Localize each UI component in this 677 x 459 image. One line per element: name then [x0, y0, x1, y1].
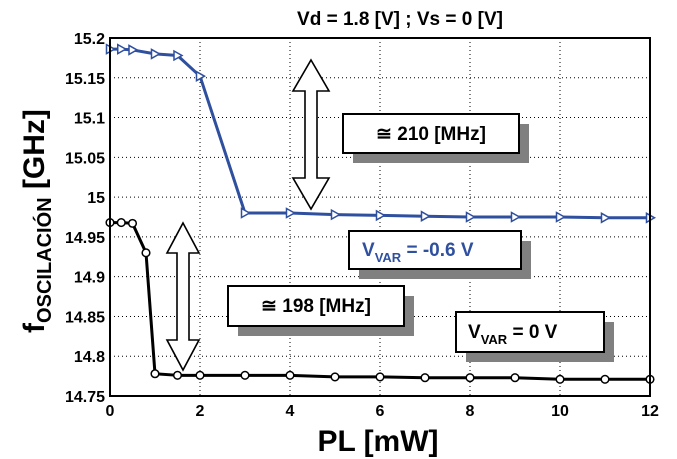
vvar-prefix: V: [468, 322, 481, 343]
annotation-vvar-0: VVAR = 0 V: [455, 311, 614, 362]
title-group: Vd = 1.8 [V] ; Vs = 0 [V]: [297, 9, 503, 30]
annotation-text: VVAR = 0 V: [468, 322, 558, 347]
y-axis-label-unit: [GHz]: [18, 109, 51, 197]
annotation-198mhz: ≅ 198 [MHz]: [227, 285, 414, 336]
vvar-prefix: V: [362, 240, 375, 261]
data-point: [116, 218, 126, 228]
y-tick-label: 14.9: [74, 270, 105, 287]
data-point: [172, 370, 183, 380]
y-tick-label: 15.15: [65, 71, 105, 88]
data-point: [240, 370, 250, 380]
y-tick-label: 15: [87, 190, 105, 207]
vvar-suffix: = -0.6 V: [401, 240, 474, 261]
data-point: [117, 43, 128, 55]
y-axis-label: fOSCILACIÓN [GHz]: [18, 109, 56, 333]
series-0: [105, 43, 657, 224]
x-tick-label: 10: [551, 403, 569, 420]
data-point: [420, 373, 430, 383]
x-axis-label: PL [mW]: [317, 425, 438, 458]
data-point: [141, 248, 151, 258]
x-tick-labels: 0 2 4 6 8 10 12: [106, 403, 659, 420]
annotation-text: ≅ 210 [MHz]: [376, 124, 486, 145]
vvar-sub: VAR: [375, 250, 402, 265]
vvar-sub: VAR: [481, 332, 508, 347]
y-tick-label: 14.95: [65, 230, 105, 247]
data-point: [555, 374, 565, 384]
x-tick-label: 2: [196, 403, 205, 420]
vvar-suffix: = 0 V: [507, 322, 557, 343]
series-line: [110, 47, 650, 220]
data-point: [285, 370, 295, 380]
data-point: [150, 369, 160, 379]
plot-frame: [109, 37, 651, 397]
double-arrow-blue-shift: [291, 58, 331, 211]
y-tick-label: 15.05: [65, 150, 105, 167]
x-tick-label: 6: [376, 403, 385, 420]
annotation-box: [455, 311, 605, 353]
data-point: [465, 373, 475, 383]
y-tick-labels: 15.2 15.15 15.1 15.05 15 14.95 14.9 14.85 14.8 14…: [65, 31, 105, 406]
y-tick-label: 15.1: [74, 111, 105, 128]
annotation-vvar-neg06: VVAR = -0.6 V: [348, 230, 531, 279]
annotation-box: [227, 285, 405, 327]
data-point: [285, 207, 297, 219]
y-axis-label-sub: OSCILACIÓN: [32, 197, 56, 323]
x-tick-label: 12: [641, 403, 659, 420]
data-point: [420, 210, 432, 222]
annotation-box: [342, 113, 520, 154]
x-tick-label: 0: [106, 403, 115, 420]
double-arrow-icon: [291, 58, 331, 211]
y-tick-label: 15.2: [74, 31, 105, 48]
annotation-box: [348, 230, 522, 270]
y-axis-label-main: f: [18, 322, 51, 333]
data-point: [127, 218, 138, 228]
data-point: [240, 207, 252, 219]
annotation-210mhz: ≅ 210 [MHz]: [342, 113, 529, 163]
y-tick-label: 14.8: [74, 349, 105, 366]
data-point: [195, 70, 207, 82]
data-point: [330, 208, 342, 221]
data-point: [510, 373, 520, 383]
data-point: [150, 48, 162, 60]
data-point: [128, 44, 139, 56]
data-point: [375, 209, 387, 222]
data-point: [555, 211, 567, 223]
plot-series: [105, 43, 657, 384]
chart-title: Vd = 1.8 [V] ; Vs = 0 [V]: [297, 9, 503, 30]
data-point: [173, 49, 184, 62]
series-1: [105, 218, 655, 384]
annotation-text: ≅ 198 [MHz]: [261, 296, 371, 317]
double-arrow-icon: [165, 221, 201, 372]
x-tick-label: 8: [466, 403, 475, 420]
data-point: [330, 372, 340, 382]
data-point: [195, 370, 205, 380]
data-point: [375, 372, 385, 382]
double-arrow-black-shift: [165, 221, 201, 372]
annotation-text: VVAR = -0.6 V: [362, 240, 474, 265]
data-point: [510, 211, 522, 223]
data-point: [600, 212, 612, 224]
x-tick-label: 4: [286, 403, 295, 420]
data-point: [600, 374, 610, 384]
data-point: [465, 211, 477, 223]
y-tick-label: 14.75: [65, 389, 105, 406]
y-tick-label: 14.85: [65, 309, 105, 326]
